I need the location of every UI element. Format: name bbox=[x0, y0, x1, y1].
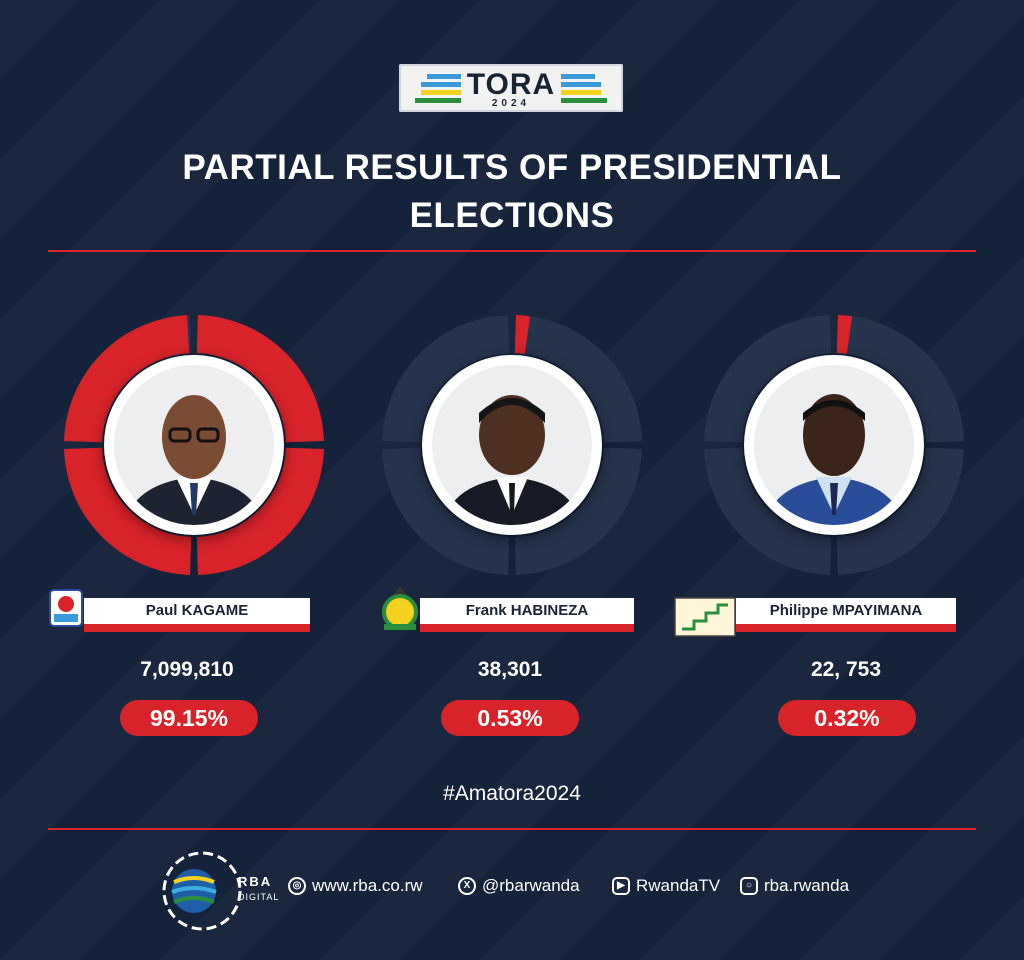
candidate-name-mpayimana: Philippe MPAYIMANA bbox=[736, 598, 956, 632]
ring-track-segment bbox=[704, 315, 832, 443]
ring-track-segment bbox=[382, 447, 510, 575]
ring-track-segment bbox=[704, 447, 832, 575]
footer-divider bbox=[48, 828, 976, 830]
flag-stripes-graphic bbox=[415, 74, 607, 103]
ring-track-segment bbox=[514, 447, 642, 575]
ring-share-segment bbox=[514, 315, 531, 354]
logo-text: TORA bbox=[466, 68, 556, 101]
globe-icon: ◎ bbox=[288, 877, 306, 895]
tora-logo: TORA 2024 bbox=[399, 64, 623, 112]
ring-share-segment bbox=[64, 315, 190, 443]
rba-digital-logo bbox=[162, 851, 242, 931]
ring-track-segment bbox=[836, 315, 964, 443]
youtube-text: RwandaTV bbox=[636, 876, 721, 895]
rba-brand-sub: DIGITAL bbox=[238, 892, 280, 902]
avatar-mpayimana bbox=[744, 355, 924, 535]
ring-share-segment bbox=[836, 315, 853, 354]
instagram-icon: ○ bbox=[740, 877, 758, 895]
candidate-name-habineza: Frank HABINEZA bbox=[420, 598, 634, 632]
avatar-kagame bbox=[104, 355, 284, 535]
ring-share-segment bbox=[64, 447, 192, 575]
vote-share-ring-habineza bbox=[382, 315, 642, 575]
green-party-logo bbox=[382, 586, 418, 630]
ring-track-segment bbox=[514, 315, 642, 443]
avatar-habineza bbox=[422, 355, 602, 535]
ring-track-segment bbox=[836, 447, 964, 575]
stairs-party-logo bbox=[674, 597, 736, 637]
hashtag-text: #Amatora2024 bbox=[443, 782, 581, 805]
ring-share-segment bbox=[196, 315, 324, 443]
percent-badge-kagame: 99.15% bbox=[120, 700, 258, 736]
footer-youtube[interactable]: ▶ RwandaTV bbox=[612, 876, 720, 896]
youtube-icon: ▶ bbox=[612, 877, 630, 895]
ring-track-segment bbox=[382, 315, 510, 443]
rba-brand: RBA bbox=[238, 874, 273, 889]
title-divider bbox=[48, 250, 976, 252]
votes-habineza: 38,301 bbox=[477, 658, 543, 681]
ring-share-segment bbox=[196, 447, 324, 575]
footer-instagram[interactable]: ○ rba.rwanda bbox=[740, 876, 849, 896]
percent-badge-habineza: 0.53% bbox=[441, 700, 579, 736]
logo-year: 2024 bbox=[491, 98, 531, 109]
percent-badge-mpayimana: 0.32% bbox=[778, 700, 916, 736]
x-handle-text: @rbarwanda bbox=[482, 876, 580, 895]
vote-share-ring-mpayimana bbox=[704, 315, 964, 575]
footer-website[interactable]: ◎ www.rba.co.rw bbox=[288, 876, 423, 896]
website-text: www.rba.co.rw bbox=[312, 876, 423, 895]
fpr-party-logo bbox=[49, 589, 83, 627]
instagram-text: rba.rwanda bbox=[764, 876, 850, 895]
x-logo-icon: X bbox=[458, 877, 476, 895]
candidate-name-kagame: Paul KAGAME bbox=[84, 598, 310, 632]
vote-share-ring-kagame bbox=[64, 315, 324, 575]
votes-mpayimana: 22, 753 bbox=[810, 658, 882, 681]
footer-x[interactable]: X @rbarwanda bbox=[458, 876, 580, 896]
votes-kagame: 7,099,810 bbox=[140, 658, 234, 681]
page-title: PARTIAL RESULTS OF PRESIDENTIAL ELECTION… bbox=[182, 148, 842, 235]
